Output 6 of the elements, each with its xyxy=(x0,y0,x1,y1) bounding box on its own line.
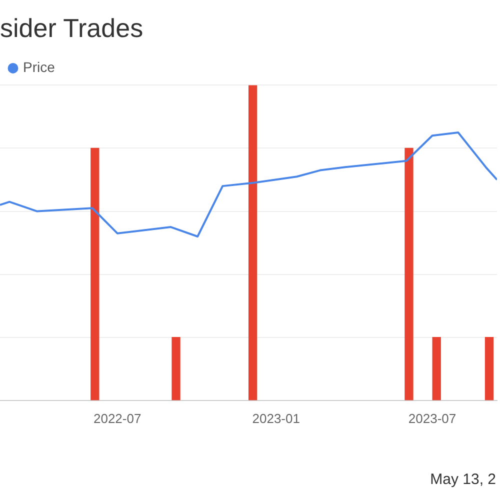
legend-label: Price xyxy=(23,59,56,76)
x-tick-label: 2022-07 xyxy=(93,410,142,426)
chart-title: sider Trades xyxy=(0,12,144,43)
text: May 13, 2 xyxy=(430,471,496,488)
x-tick-label: 2023-01 xyxy=(252,410,300,426)
x-tick-label: 2023-07 xyxy=(408,410,456,426)
